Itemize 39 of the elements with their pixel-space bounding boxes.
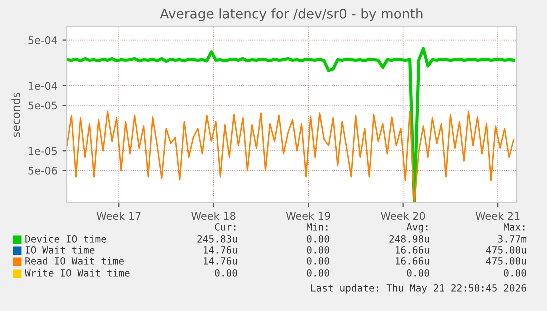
- text: 0.00: [215, 269, 238, 277]
- chart-title: Average latency for /dev/sr0 - by month: [160, 8, 423, 22]
- text: Cur:: [215, 223, 236, 231]
- x-tick-label: Week 18: [192, 212, 236, 220]
- x-tick-label: Week 20: [381, 212, 426, 220]
- text: Last update: Thu May 21 22:50:45 2026: [311, 284, 526, 294]
- text: 16.66u: [396, 257, 430, 265]
- y-tick-label: 5e-05: [28, 102, 58, 110]
- text: 245.83u: [198, 235, 238, 243]
- text: Max:: [504, 224, 525, 231]
- x-tick-label: Week 21: [476, 212, 520, 220]
- line-series: [67, 111, 515, 203]
- text: 475.00u: [486, 246, 526, 254]
- y-axis-title: seconds: [12, 92, 20, 138]
- text: 248.98u: [390, 235, 430, 243]
- text: 0.00: [307, 246, 330, 254]
- text: 14.76u: [204, 257, 238, 265]
- line-series: [67, 47, 516, 203]
- text: 0.00: [307, 269, 330, 277]
- text: 0.00: [504, 269, 526, 277]
- text: 14.76u: [204, 246, 238, 254]
- y-tick-label: 1e-05: [29, 147, 58, 156]
- text: 0.00: [307, 257, 330, 265]
- y-tick-label: 5e-06: [28, 166, 58, 175]
- text: 475.00u: [486, 257, 526, 265]
- legend-label: Read IO Wait time: [26, 257, 124, 265]
- x-tick-label: Week 17: [96, 212, 141, 220]
- text: Avg:: [406, 224, 428, 233]
- legend-label: Write IO Wait time: [25, 269, 130, 277]
- text: 0.00: [407, 269, 430, 277]
- text: Min:: [306, 223, 328, 231]
- y-tick-label: 5e-04: [28, 36, 58, 44]
- x-tick-label: Week 19: [286, 212, 330, 220]
- text: 3.77m: [498, 235, 527, 243]
- text: 16.66u: [396, 246, 430, 254]
- legend-label: Device IO time: [26, 235, 106, 243]
- y-tick-label: 1e-04: [29, 82, 58, 90]
- text: 0.00: [307, 235, 330, 243]
- legend-label: IO Wait time: [26, 246, 95, 254]
